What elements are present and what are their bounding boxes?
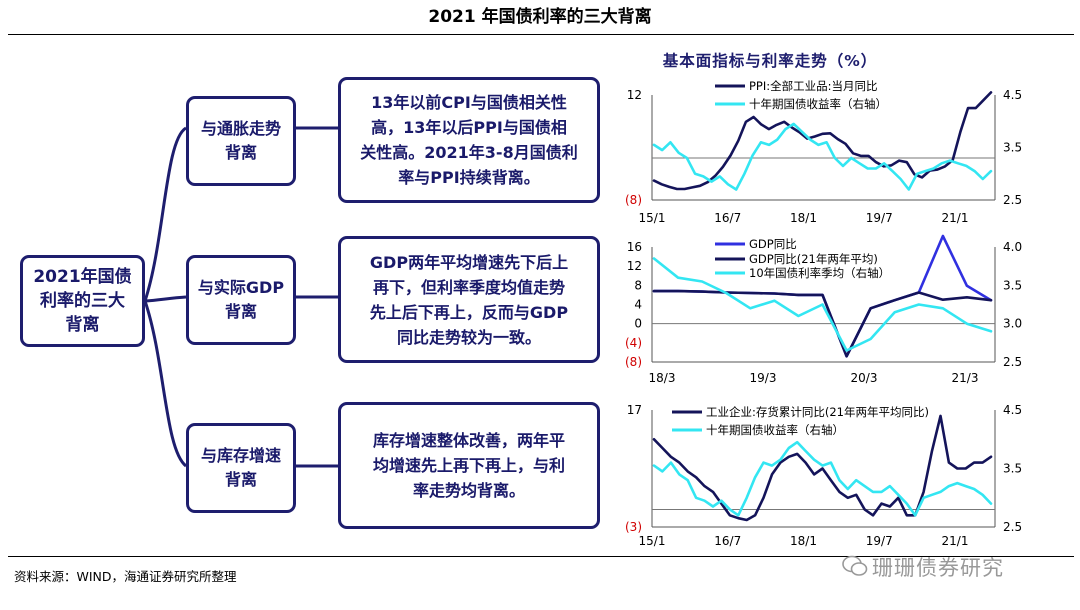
chart-2-y-tick-left: (4) <box>625 336 642 350</box>
chart-3-legend-label: 工业企业:存货累计同比(21年两年平均同比) <box>706 405 929 419</box>
chart-1-legend-label: 十年期国债收益率（右轴） <box>749 97 887 111</box>
chart-3-x-tick: 19/7 <box>866 534 893 548</box>
root-node: 2021年国债 利率的三大 背离 <box>20 255 145 347</box>
chart-3-legend-label: 十年期国债收益率（右轴） <box>706 423 844 437</box>
root-line: 利率的三大 <box>39 291 125 311</box>
chart-1-series-2 <box>652 122 993 191</box>
category-inventory: 与库存增速 背离 <box>186 423 296 513</box>
description-line: 均增速先上再下再上，与利 <box>372 456 565 475</box>
source-note: 资料来源：WIND，海通证券研究所整理 <box>14 569 237 584</box>
chart-2-y-tick-left: 0 <box>634 317 642 331</box>
chart-2-x-tick: 19/3 <box>750 371 777 385</box>
chart-3-x-tick: 15/1 <box>639 534 666 548</box>
chart-2-y-tick-left: (8) <box>625 355 642 369</box>
chart-2-x-tick: 20/3 <box>851 371 878 385</box>
chart-3-y-tick-right: 3.5 <box>1003 462 1022 476</box>
footer-rule <box>8 556 1074 557</box>
chart-1-x-tick: 18/1 <box>790 211 817 225</box>
charts-title: 基本面指标与利率走势（%） <box>662 52 878 70</box>
watermark: 珊珊债券研究 <box>872 556 1004 580</box>
category-inflation: 与通胀走势 背离 <box>186 96 296 186</box>
wechat-icon <box>842 555 868 576</box>
category-label: 与库存增速 <box>200 446 281 465</box>
description-line: 先上后下再上，反而与GDP <box>369 302 569 322</box>
chart-2-series-3 <box>652 257 993 352</box>
chart-1-x-tick: 21/1 <box>942 211 969 225</box>
chart-2-y-tick-right: 2.5 <box>1003 355 1022 369</box>
title-rule <box>8 34 1074 35</box>
connector-to-inventory <box>143 300 188 468</box>
root-line: 背离 <box>65 315 100 335</box>
chart-2-x-tick: 21/3 <box>952 371 979 385</box>
category-gdp: 与实际GDP 背离 <box>186 255 296 345</box>
description-line: 率与PPI持续背离。 <box>398 168 540 187</box>
connector-to-inflation <box>143 126 187 302</box>
category-label: 与实际GDP <box>197 278 285 297</box>
chart-3-series-1 <box>652 414 993 522</box>
category-label: 背离 <box>224 143 257 162</box>
description-line: GDP两年平均增速先下后上 <box>369 252 569 272</box>
category-label: 背离 <box>224 470 257 489</box>
description-line: 再下，但利率季度均值走势 <box>372 277 565 297</box>
chart-2-legend-label: GDP同比 <box>749 237 797 251</box>
description-line: 13年以前CPI与国债相关性 <box>371 93 567 112</box>
description-inventory: 库存增速整体改善，两年平 均增速先上再下再上，与利 率走势均背离。 <box>338 402 600 529</box>
chart-2-y-tick-left: 16 <box>627 240 642 254</box>
chart-2-y-tick-left: 4 <box>634 298 642 312</box>
description-line: 高，13年以后PPI与国债相 <box>371 118 567 137</box>
chart-2-y-tick-right: 3.5 <box>1003 278 1022 292</box>
chart-3-x-tick: 18/1 <box>790 534 817 548</box>
description-line: 关性高。2021年3-8月国债利 <box>360 143 578 162</box>
chart-2-y-tick-right: 3.0 <box>1003 317 1022 331</box>
chart-1-x-tick: 16/7 <box>714 211 741 225</box>
root-line: 2021年国债 <box>33 267 132 287</box>
chart-1-x-tick: 19/7 <box>866 211 893 225</box>
chart-1-legend-label: PPI:全部工业品:当月同比 <box>749 79 878 93</box>
chart-2-legend-label: GDP同比(21年两年平均) <box>749 252 878 266</box>
page-title: 2021 年国债利率的三大背离 <box>428 7 652 27</box>
chart-2-y-tick-left: 12 <box>627 259 642 273</box>
chart-3-series-2 <box>652 440 993 517</box>
chart-2-legend-label: 10年国债利率季均（右轴） <box>749 266 890 280</box>
chart-3-y-tick-left: 17 <box>627 403 642 417</box>
category-label: 背离 <box>224 302 257 321</box>
chart-1-y-tick-left: 12 <box>627 88 642 102</box>
chart-3-y-tick-right: 4.5 <box>1003 403 1022 417</box>
chart-2-y-tick-right: 4.0 <box>1003 240 1022 254</box>
connector-to-gdp <box>144 295 187 303</box>
chart-1-y-tick-left: (8) <box>625 193 642 207</box>
chart-2-series-2 <box>652 289 993 358</box>
chart-1-y-tick-right: 2.5 <box>1003 193 1022 207</box>
chart-2-x-tick: 18/3 <box>649 371 676 385</box>
chart-3-y-tick-left: (3) <box>625 520 642 534</box>
description-inflation: 13年以前CPI与国债相关性 高，13年以后PPI与国债相 关性高。2021年3… <box>338 77 600 203</box>
description-line: 率走势均背离。 <box>412 481 525 500</box>
chart-2-y-tick-left: 8 <box>634 278 642 292</box>
chart-1-y-tick-right: 3.5 <box>1003 141 1022 155</box>
chart-1-x-tick: 15/1 <box>639 211 666 225</box>
chart-1-y-tick-right: 4.5 <box>1003 88 1022 102</box>
chart-3-x-tick: 21/1 <box>942 534 969 548</box>
chart-3-x-tick: 16/7 <box>714 534 741 548</box>
category-label: 与通胀走势 <box>200 119 281 138</box>
description-line: 库存增速整体改善，两年平 <box>372 431 565 450</box>
chart-3-y-tick-right: 2.5 <box>1003 520 1022 534</box>
description-line: 同比走势较为一致。 <box>396 327 541 347</box>
description-gdp: GDP两年平均增速先下后上 再下，但利率季度均值走势 先上后下再上，反而与GDP… <box>338 236 600 363</box>
